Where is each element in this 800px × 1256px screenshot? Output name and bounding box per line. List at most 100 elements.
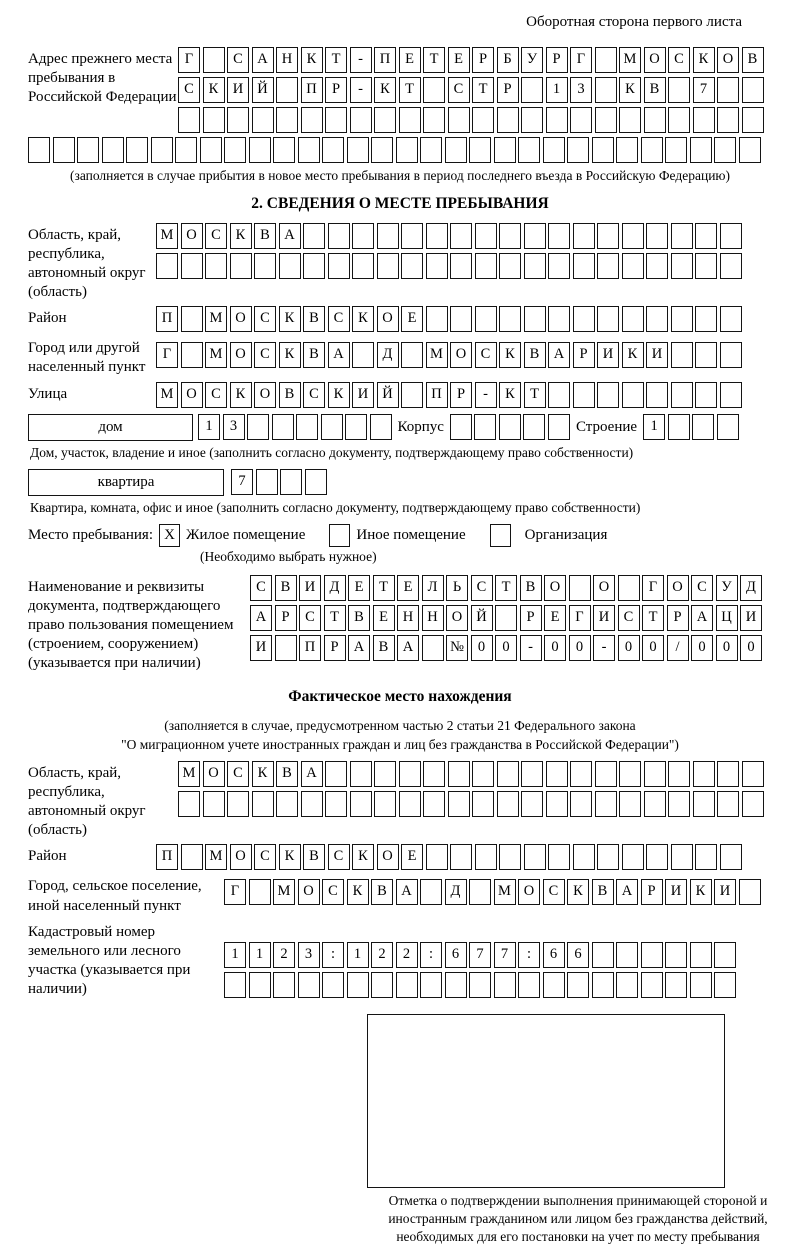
char-box[interactable]: [395, 137, 418, 163]
char-box[interactable]: С: [470, 574, 493, 601]
char-box[interactable]: [423, 760, 445, 787]
char-box[interactable]: [304, 469, 327, 496]
char-box[interactable]: У: [521, 47, 543, 73]
char-box[interactable]: [450, 222, 472, 249]
char-box[interactable]: 7: [469, 941, 491, 968]
char-box[interactable]: К: [352, 306, 374, 333]
char-box[interactable]: [322, 971, 344, 998]
char-box[interactable]: [717, 760, 739, 787]
char-box[interactable]: [449, 414, 472, 441]
char-box[interactable]: [692, 107, 715, 133]
char-box[interactable]: [695, 222, 717, 249]
char-box[interactable]: 7: [692, 77, 715, 103]
char-box[interactable]: И: [597, 342, 619, 369]
char-box[interactable]: [689, 971, 712, 998]
char-box[interactable]: 0: [715, 634, 738, 661]
char-box[interactable]: Т: [372, 574, 395, 601]
char-box[interactable]: [521, 77, 543, 103]
checkbox-other-premises[interactable]: [329, 523, 351, 547]
char-box[interactable]: [572, 306, 595, 333]
char-box[interactable]: [374, 107, 396, 133]
char-box[interactable]: [689, 941, 712, 968]
char-box[interactable]: [376, 222, 399, 249]
char-box[interactable]: [518, 137, 540, 163]
char-box[interactable]: [227, 107, 249, 133]
char-box[interactable]: [300, 790, 323, 817]
char-box[interactable]: [542, 137, 565, 163]
char-box[interactable]: О: [376, 306, 399, 333]
char-box[interactable]: [450, 252, 472, 279]
char-box[interactable]: [346, 971, 369, 998]
char-box[interactable]: 1: [545, 77, 568, 103]
char-box[interactable]: [640, 941, 663, 968]
char-box[interactable]: [280, 469, 302, 496]
char-box[interactable]: О: [544, 574, 566, 601]
char-box[interactable]: П: [374, 47, 396, 73]
char-box[interactable]: [548, 222, 570, 249]
char-box[interactable]: 0: [691, 634, 713, 661]
char-box[interactable]: [692, 760, 715, 787]
char-box[interactable]: [616, 941, 638, 968]
char-box[interactable]: Р: [325, 77, 347, 103]
char-box[interactable]: [255, 469, 278, 496]
char-box[interactable]: 1: [346, 941, 369, 968]
char-box[interactable]: [28, 137, 50, 163]
char-box[interactable]: /: [666, 634, 689, 661]
char-box[interactable]: И: [352, 381, 374, 408]
char-box[interactable]: [646, 222, 668, 249]
char-box[interactable]: [570, 107, 592, 133]
char-box[interactable]: К: [692, 47, 715, 73]
char-box[interactable]: Д: [444, 879, 467, 906]
char-box[interactable]: И: [665, 879, 687, 906]
char-box[interactable]: [692, 414, 715, 441]
char-box[interactable]: [591, 971, 614, 998]
char-box[interactable]: [493, 971, 516, 998]
char-box[interactable]: К: [327, 381, 350, 408]
char-box[interactable]: [349, 760, 372, 787]
char-box[interactable]: Е: [401, 306, 423, 333]
char-box[interactable]: №: [446, 634, 468, 661]
char-box[interactable]: [719, 342, 742, 369]
char-box[interactable]: [352, 342, 374, 369]
char-box[interactable]: [474, 306, 497, 333]
char-box[interactable]: [349, 790, 372, 817]
char-box[interactable]: [224, 971, 246, 998]
char-box[interactable]: К: [499, 381, 521, 408]
char-box[interactable]: Т: [398, 77, 421, 103]
char-box[interactable]: [597, 306, 619, 333]
char-box[interactable]: [594, 790, 617, 817]
char-box[interactable]: В: [276, 760, 298, 787]
char-box[interactable]: М: [156, 381, 178, 408]
char-box[interactable]: К: [229, 222, 252, 249]
char-box[interactable]: К: [278, 844, 301, 871]
char-box[interactable]: К: [346, 879, 369, 906]
char-box[interactable]: [523, 414, 546, 441]
char-box[interactable]: [303, 252, 325, 279]
char-box[interactable]: [52, 137, 75, 163]
char-box[interactable]: [349, 107, 372, 133]
char-box[interactable]: [741, 760, 764, 787]
char-box[interactable]: [640, 137, 663, 163]
char-box[interactable]: С: [617, 604, 640, 631]
char-box[interactable]: [248, 971, 271, 998]
char-box[interactable]: О: [202, 760, 225, 787]
char-box[interactable]: [278, 252, 301, 279]
char-box[interactable]: Е: [372, 604, 395, 631]
char-box[interactable]: [646, 252, 668, 279]
char-box[interactable]: П: [156, 844, 178, 871]
char-box[interactable]: [345, 414, 367, 441]
char-box[interactable]: [695, 306, 717, 333]
char-box[interactable]: Т: [495, 574, 517, 601]
char-box[interactable]: [594, 107, 617, 133]
char-box[interactable]: [640, 971, 663, 998]
char-box[interactable]: [646, 306, 668, 333]
house-type-box[interactable]: дом: [28, 413, 193, 441]
char-box[interactable]: [352, 222, 374, 249]
char-box[interactable]: И: [646, 342, 668, 369]
char-box[interactable]: [425, 252, 448, 279]
char-box[interactable]: [717, 107, 739, 133]
char-box[interactable]: С: [205, 381, 227, 408]
char-box[interactable]: [567, 971, 589, 998]
char-box[interactable]: [572, 222, 595, 249]
char-box[interactable]: В: [278, 381, 301, 408]
